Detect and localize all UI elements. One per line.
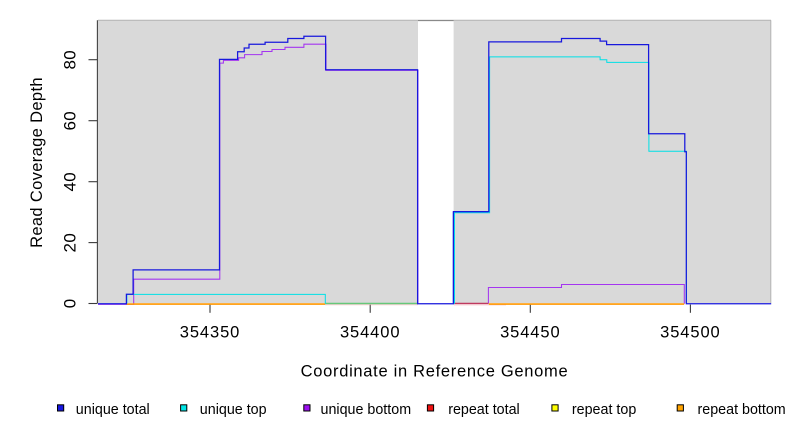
svg-text:354500: 354500 xyxy=(660,323,720,341)
svg-text:repeat top: repeat top xyxy=(572,402,636,418)
svg-text:unique bottom: unique bottom xyxy=(321,402,412,418)
svg-text:354400: 354400 xyxy=(340,323,400,341)
svg-text:354450: 354450 xyxy=(500,323,560,341)
svg-text:40: 40 xyxy=(61,172,80,192)
svg-text:60: 60 xyxy=(61,111,80,131)
svg-text:Read Coverage Depth: Read Coverage Depth xyxy=(28,77,46,248)
svg-text:20: 20 xyxy=(61,233,80,253)
svg-text:0: 0 xyxy=(61,299,80,308)
svg-text:repeat bottom: repeat bottom xyxy=(698,402,786,418)
svg-text:unique top: unique top xyxy=(200,402,267,418)
svg-text:Coordinate in Reference Genome: Coordinate in Reference Genome xyxy=(301,362,569,380)
svg-text:unique total: unique total xyxy=(76,402,150,418)
svg-text:repeat total: repeat total xyxy=(448,402,520,418)
svg-text:80: 80 xyxy=(61,50,80,70)
svg-text:354350: 354350 xyxy=(180,323,240,341)
